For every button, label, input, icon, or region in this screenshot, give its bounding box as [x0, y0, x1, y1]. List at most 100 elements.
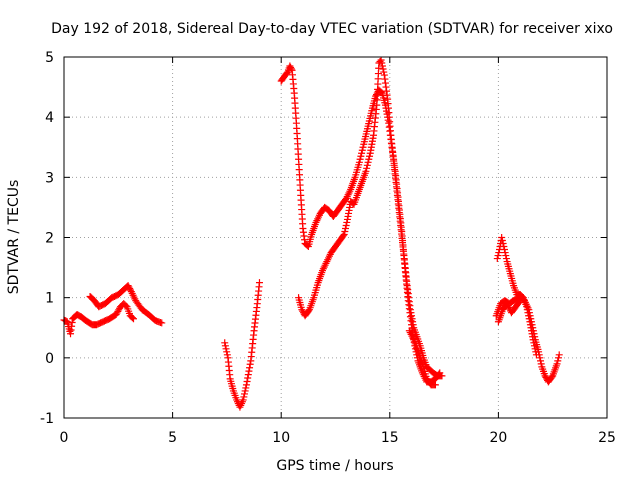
x-tick-label: 20	[489, 430, 507, 446]
data-point	[542, 373, 550, 381]
y-axis-label: SDTVAR / TECUs	[6, 180, 22, 295]
data-point	[243, 377, 251, 385]
data-point	[125, 283, 133, 291]
data-point	[523, 306, 531, 314]
data-point	[378, 62, 386, 70]
data-point	[548, 373, 556, 381]
y-tick-label: 4	[45, 110, 54, 126]
data-point	[530, 342, 538, 350]
x-tick-label: 5	[168, 430, 177, 446]
data-point	[246, 360, 254, 368]
data-point	[356, 155, 364, 163]
data-point	[244, 371, 252, 379]
data-point	[339, 232, 347, 240]
data-point	[536, 354, 544, 362]
data-point	[355, 158, 363, 166]
data-point	[158, 319, 166, 327]
data-point	[244, 374, 252, 382]
x-tick-label: 0	[60, 430, 69, 446]
data-point	[242, 384, 250, 392]
data-point	[502, 252, 510, 260]
data-point	[298, 306, 306, 314]
data-point	[255, 279, 263, 287]
data-point	[359, 143, 367, 151]
data-point	[246, 364, 254, 372]
data-point	[362, 167, 370, 175]
data-point	[372, 92, 380, 100]
data-point	[365, 155, 373, 163]
x-tick-label: 10	[272, 430, 290, 446]
data-point	[240, 390, 248, 398]
data-point	[500, 246, 508, 254]
data-point	[379, 65, 387, 73]
data-point	[493, 255, 501, 263]
axis-ticks	[63, 56, 608, 419]
data-point	[341, 224, 349, 232]
data-point	[530, 339, 538, 347]
data-point	[366, 152, 374, 160]
data-point	[126, 285, 134, 293]
y-tick-label: 2	[45, 231, 54, 247]
data-point	[523, 303, 531, 311]
data-point	[438, 372, 446, 380]
data-point	[363, 164, 371, 172]
data-point	[287, 65, 295, 73]
data-point	[498, 234, 506, 241]
data-point	[283, 69, 291, 77]
data-point	[554, 357, 562, 365]
data-point	[245, 367, 253, 375]
data-point	[495, 249, 503, 257]
data-point	[498, 237, 506, 245]
data-point	[223, 351, 231, 359]
data-point	[524, 309, 532, 317]
y-tick-label: 1	[45, 291, 54, 307]
data-point	[358, 149, 366, 157]
data-points	[60, 56, 563, 411]
data-point	[222, 345, 230, 353]
data-point	[127, 286, 135, 294]
data-point	[541, 372, 549, 380]
data-point	[221, 342, 229, 350]
data-point	[532, 348, 540, 356]
data-point	[299, 307, 307, 315]
data-point	[380, 68, 388, 76]
data-point	[343, 218, 351, 226]
data-point	[531, 345, 539, 353]
data-point	[516, 297, 524, 305]
y-tick-label: -1	[40, 411, 54, 427]
data-point	[341, 227, 349, 235]
data-point	[357, 152, 365, 160]
grid-lines	[64, 57, 607, 418]
data-point	[525, 312, 533, 320]
data-point	[340, 230, 348, 238]
data-point	[515, 298, 523, 306]
data-point	[240, 393, 248, 401]
data-point	[364, 158, 372, 166]
data-point	[342, 221, 350, 229]
data-point	[377, 56, 385, 64]
data-point	[554, 354, 562, 362]
y-tick-label: 3	[45, 170, 54, 186]
y-tick-label: 5	[45, 50, 54, 66]
data-point	[499, 240, 507, 248]
data-point	[525, 315, 533, 323]
data-point	[553, 360, 561, 368]
y-tick-label: 0	[45, 351, 54, 367]
data-point	[500, 243, 508, 251]
data-point	[529, 336, 537, 344]
data-point	[305, 307, 313, 315]
x-tick-label: 15	[381, 430, 399, 446]
data-point	[501, 249, 509, 257]
data-point	[223, 348, 231, 356]
data-point	[502, 255, 510, 263]
data-point	[130, 315, 138, 323]
x-tick-label: 25	[598, 430, 616, 446]
chart-title: Day 192 of 2018, Sidereal Day-to-day VTE…	[51, 21, 613, 37]
data-point	[128, 314, 136, 322]
data-point	[555, 351, 563, 359]
data-point	[363, 161, 371, 169]
data-point	[532, 351, 540, 359]
data-point	[239, 396, 247, 404]
data-point	[358, 146, 366, 154]
